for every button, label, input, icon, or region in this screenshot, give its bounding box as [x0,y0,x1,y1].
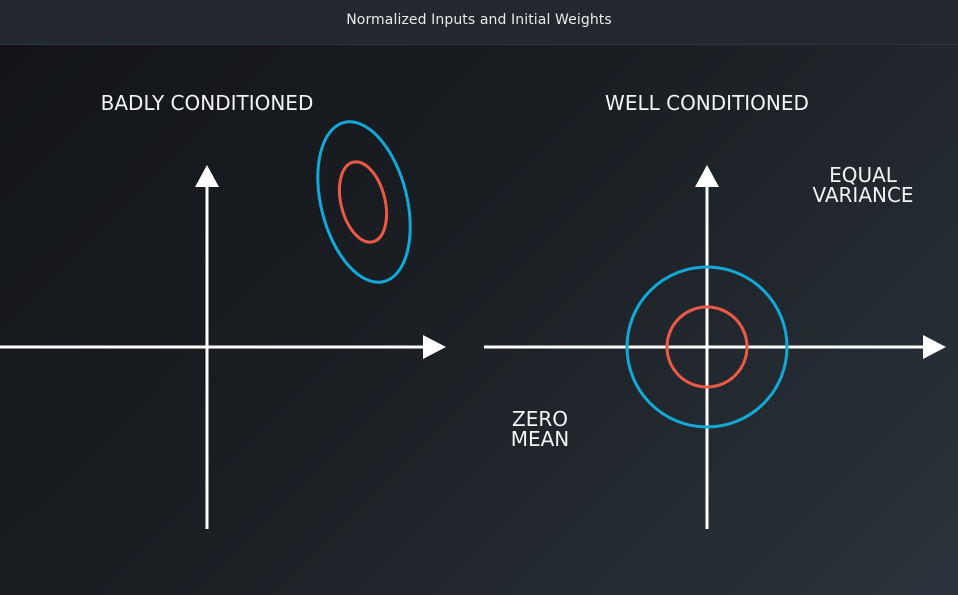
zero-mean-label: ZERO MEAN [495,409,585,449]
right-x-arrowhead [923,335,946,359]
left-y-arrowhead [195,165,219,187]
equal-variance-line2: VARIANCE [812,183,914,207]
badly-conditioned-heading: BADLY CONDITIONED [100,91,314,115]
left-x-arrowhead [423,335,446,359]
well-conditioned-heading: WELL CONDITIONED [605,91,809,115]
right-contours [625,265,789,429]
window-title: Normalized Inputs and Initial Weights [346,12,612,28]
equal-variance-line1: EQUAL [829,163,897,187]
zero-mean-line2: MEAN [510,427,570,451]
zero-mean-line1: ZERO [512,407,568,431]
window-title-bar: Normalized Inputs and Initial Weights [0,0,958,45]
diagram-canvas: BADLY CONDITIONED WELL CONDITIONED EQUAL… [0,45,958,595]
left-axes [0,165,446,529]
left-inner-ellipse [337,160,389,244]
diagram-svg [0,120,946,529]
equal-variance-label: EQUAL VARIANCE [808,165,918,205]
right-outer-circle [625,265,789,429]
right-y-arrowhead [695,165,719,187]
right-inner-circle [665,305,749,389]
left-contours [316,120,412,284]
right-axes [484,165,946,529]
left-outer-ellipse [316,120,412,284]
